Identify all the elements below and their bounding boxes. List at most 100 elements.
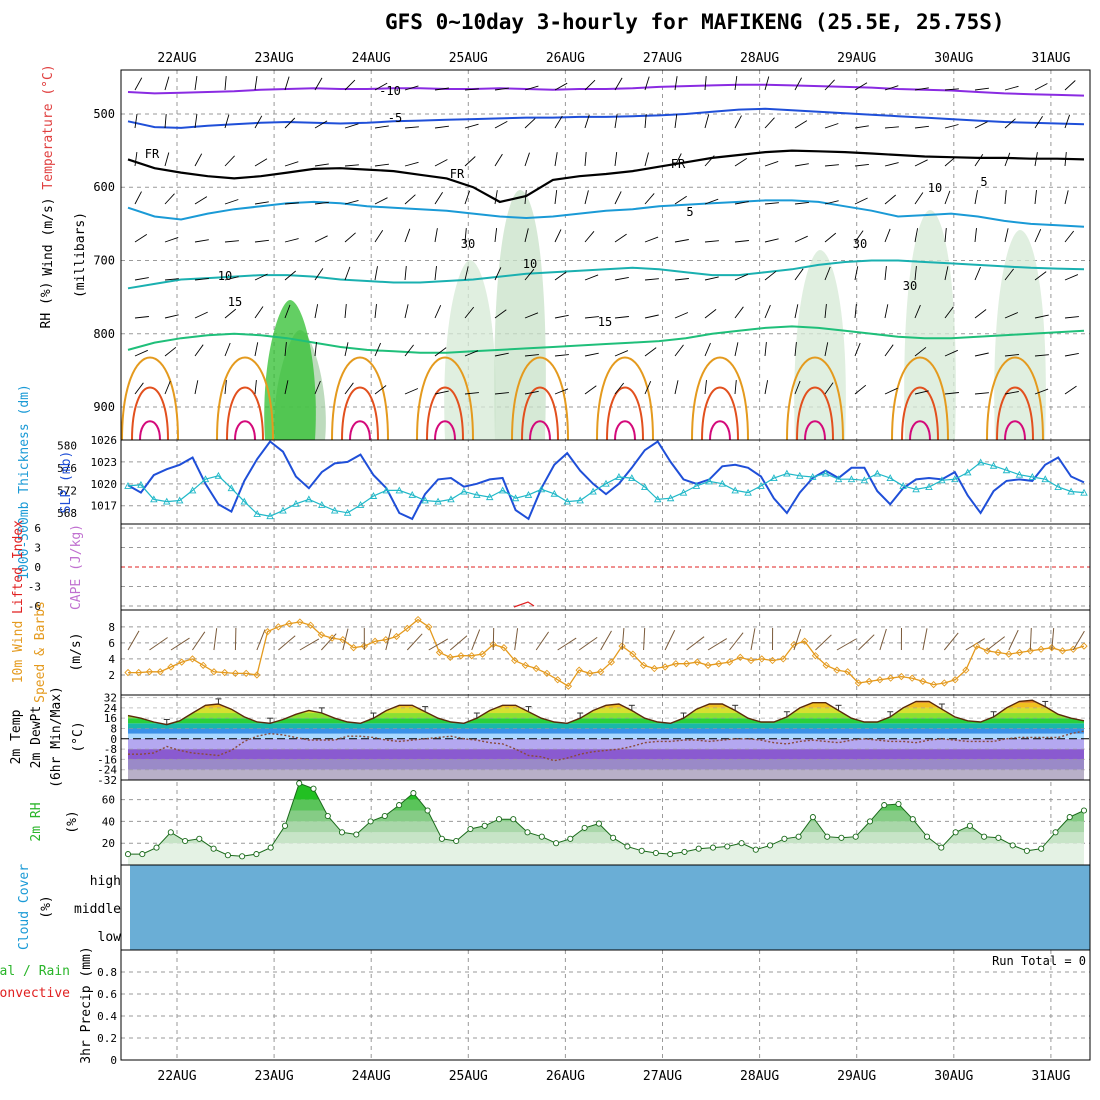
thickness-point	[886, 474, 894, 482]
upper-wind-barb	[194, 196, 208, 205]
upper-wind-barb	[914, 159, 928, 167]
top-date-label: 28AUG	[740, 51, 779, 66]
bottom-date-label: 27AUG	[643, 1069, 682, 1084]
warm-contour	[901, 386, 939, 441]
wind-barb	[170, 637, 190, 651]
thickness-point	[447, 495, 455, 503]
upper-wind-barb	[434, 390, 449, 395]
upper-wind-barb	[284, 238, 299, 243]
wind-barb	[514, 628, 519, 651]
upper-wind-barb	[134, 234, 148, 243]
precip-tick-label: 0.4	[97, 1010, 117, 1023]
rh-point	[467, 825, 474, 833]
upper-wind-barb	[524, 85, 539, 91]
upper-wind-barb	[494, 352, 509, 357]
upper-wind-barb	[1004, 391, 1019, 395]
rh-band	[128, 783, 1084, 800]
rh-point	[1066, 814, 1073, 821]
thickness-point	[731, 486, 739, 494]
upper-wind-barb	[314, 235, 328, 243]
wind-speed-point	[1048, 644, 1056, 652]
upper-wind-barb	[1004, 268, 1014, 281]
wind-speed-point	[725, 658, 734, 666]
upper-wind-barb	[314, 304, 319, 319]
warm-contour	[349, 420, 371, 441]
upper-wind-barb	[704, 276, 719, 281]
thickness-line	[127, 461, 1085, 517]
upper-wind-barb	[524, 228, 529, 243]
isotherm-line	[127, 259, 1085, 290]
upper-wind-barb	[164, 314, 179, 319]
upper-wind-barb	[854, 384, 867, 395]
thickness-point	[860, 476, 869, 484]
warm-contour	[606, 386, 644, 441]
upper-wind-barb	[674, 195, 687, 205]
wind-speed-point	[833, 666, 841, 674]
thickness-point	[511, 494, 520, 502]
upper-wind-barb	[734, 342, 739, 357]
rh-point	[1052, 829, 1059, 836]
upper-wind-barb	[704, 309, 717, 319]
wind-barb	[686, 636, 705, 651]
upper-wind-barb	[1004, 228, 1009, 243]
upper-wind-barb	[584, 316, 599, 319]
warm-contour	[131, 386, 169, 441]
upper-wind-barb	[974, 190, 978, 205]
upper-wind-barb	[794, 201, 809, 205]
upper-wind-barb	[524, 312, 539, 319]
upper-wind-barb	[854, 342, 861, 357]
wind-speed-point	[650, 664, 658, 673]
upper-wind-barb	[1064, 230, 1075, 243]
warm-contour	[234, 420, 256, 441]
wind-barb	[836, 638, 857, 651]
upper-wind-barb	[284, 342, 287, 357]
upper-wind-barb	[644, 152, 649, 167]
upper-wind-barb	[284, 76, 290, 91]
rh-point	[424, 807, 431, 814]
wind-speed-point	[801, 637, 809, 645]
warm-contour	[786, 356, 844, 441]
rh-point	[281, 822, 289, 829]
top-date-label: 22AUG	[157, 51, 196, 66]
temp-band	[128, 723, 1084, 729]
upper-wind-barb	[704, 198, 719, 205]
upper-wind-barb	[854, 230, 864, 243]
rh-point	[695, 845, 702, 852]
upper-wind-barb	[674, 76, 678, 91]
thickness-point	[524, 490, 533, 498]
upper-wind-barb	[974, 309, 987, 319]
thickness-point	[343, 508, 352, 516]
wind-speed-point	[1015, 648, 1024, 657]
upper-wind-barb	[1004, 85, 1019, 91]
slp-tick-label: 1020	[91, 478, 118, 491]
upper-wind-barb	[194, 277, 209, 281]
upper-wind-barb	[944, 88, 959, 91]
upper-wind-barb	[1064, 114, 1071, 129]
rh-point	[296, 780, 303, 787]
upper-wind-barb	[494, 190, 498, 205]
thickness-point	[1067, 487, 1075, 495]
upper-wind-barb	[794, 120, 808, 129]
wind-barb	[922, 628, 928, 651]
rh-point	[481, 822, 488, 829]
axis-title-part: (%)	[65, 810, 80, 833]
thickness-point	[796, 471, 804, 479]
upper-wind-barb	[1064, 316, 1079, 319]
upper-wind-barb	[374, 385, 387, 395]
upper-wind-barb	[524, 152, 530, 167]
wind-speed-point	[500, 644, 508, 652]
wind-speed-line	[128, 618, 1085, 688]
upper-wind-barb	[224, 342, 231, 357]
wind-speed-point	[468, 652, 476, 660]
upper-wind-barb	[944, 306, 954, 319]
upper-wind-barb	[494, 228, 498, 243]
upper-wind-barb	[134, 77, 143, 91]
slp-tick-label: 1017	[91, 500, 118, 513]
wind-speed-point	[854, 679, 863, 687]
wind-speed-point	[425, 623, 433, 631]
upper-wind-barb	[254, 115, 263, 129]
top-date-label: 24AUG	[352, 51, 391, 66]
li-axis-title: Lifted Index	[11, 520, 26, 614]
wind-speed-point	[704, 661, 712, 669]
